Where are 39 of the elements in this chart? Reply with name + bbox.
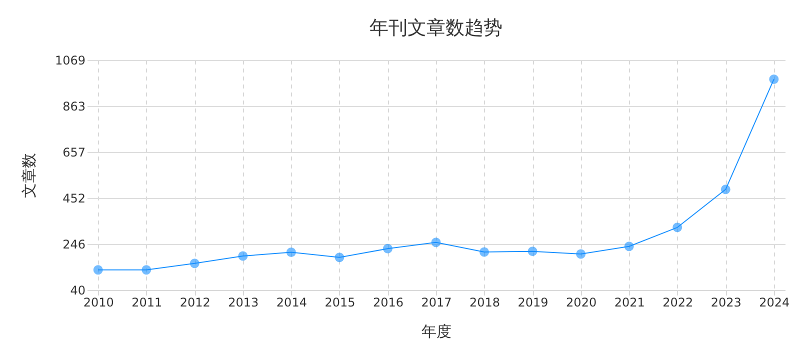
x-tick-label: 2018 — [470, 296, 500, 310]
x-axis-title: 年度 — [422, 322, 452, 340]
x-tick-label: 2012 — [180, 296, 210, 310]
point — [672, 222, 682, 232]
point — [431, 238, 441, 248]
y-axis-title: 文章数 — [20, 153, 38, 198]
point — [238, 251, 248, 261]
y-tick-label: 452 — [62, 191, 86, 206]
point — [769, 74, 779, 84]
y-tick-label: 246 — [62, 237, 86, 252]
point — [382, 244, 392, 254]
x-tick-label: 2011 — [132, 296, 162, 310]
point — [93, 265, 103, 275]
point — [334, 252, 344, 262]
y-tick-label: 863 — [62, 100, 86, 114]
point — [480, 247, 490, 257]
y-tick-label: 1069 — [54, 54, 86, 68]
y-tick-label: 40 — [70, 284, 86, 298]
x-tick-label: 2019 — [518, 296, 548, 310]
x-tick-label: 2013 — [228, 296, 259, 310]
point — [576, 249, 586, 259]
x-tick-label: 2024 — [759, 296, 790, 310]
point — [286, 247, 296, 257]
x-tick-label: 2023 — [710, 296, 742, 310]
point — [720, 184, 730, 194]
point — [142, 265, 152, 275]
y-tick-label: 657 — [62, 146, 86, 160]
x-tick-label: 2017 — [421, 296, 452, 310]
x-tick-label: 2015 — [324, 296, 356, 310]
x-tick-label: 2016 — [372, 296, 404, 310]
x-tick-label: 2022 — [662, 296, 694, 310]
x-tick-label: 2010 — [83, 296, 114, 310]
point — [528, 246, 538, 256]
x-tick-label: 2021 — [614, 296, 645, 310]
x-tick-label: 2020 — [566, 296, 597, 310]
x-tick-label: 2014 — [276, 296, 307, 310]
chart-title: 年刊文章数趋势 — [370, 17, 502, 39]
point — [190, 258, 200, 268]
point — [624, 242, 634, 252]
